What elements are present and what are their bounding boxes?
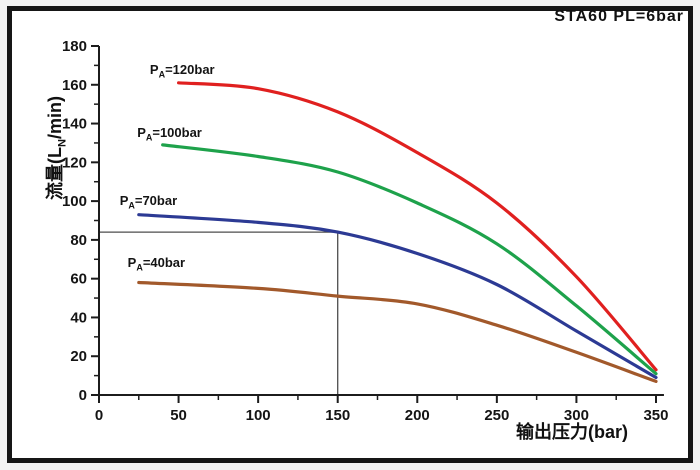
y-tick-label: 40 <box>70 309 87 326</box>
x-tick-label: 350 <box>643 407 668 424</box>
x-axis-label: 输出压力(bar) <box>516 422 628 442</box>
y-tick-label: 140 <box>62 116 87 133</box>
y-axis-label: 流量(LN/min) <box>41 38 69 258</box>
curve-pa-100bar <box>161 143 658 376</box>
x-tick-label: 300 <box>564 407 589 424</box>
y-tick-label: 100 <box>62 193 87 210</box>
y-tick-label: 80 <box>70 232 87 249</box>
chart-title: STA60 PL=6bar <box>554 8 684 25</box>
x-tick-label: 250 <box>484 407 509 424</box>
series-label-pa-100bar: PA=100bar <box>137 125 202 144</box>
series-label-pa-120bar: PA=120bar <box>149 61 215 80</box>
x-tick-label: 200 <box>405 407 430 424</box>
curve-pa-70bar <box>137 213 658 380</box>
series-label-pa-70bar: PA=70bar <box>119 193 178 211</box>
y-tick-label: 0 <box>79 387 87 404</box>
y-axis-label-prefix: 流量(L <box>45 146 65 200</box>
x-tick-label: 0 <box>95 407 103 424</box>
y-tick-label: 120 <box>62 154 87 171</box>
series-label-pa-40bar: PA=40bar <box>127 255 186 273</box>
curve-pa-120bar <box>177 81 658 372</box>
y-tick-label: 180 <box>62 38 87 55</box>
y-axis-label-suffix: /min) <box>45 96 65 140</box>
x-tick-label: 150 <box>325 407 350 424</box>
curve-pa-40bar <box>137 280 658 383</box>
x-tick-label: 50 <box>170 407 187 424</box>
y-tick-label: 20 <box>70 348 87 365</box>
y-tick-label: 60 <box>70 271 87 288</box>
y-axis-label-subscript: N <box>56 139 69 147</box>
x-tick-label: 100 <box>246 407 271 424</box>
y-tick-label: 160 <box>62 77 87 94</box>
